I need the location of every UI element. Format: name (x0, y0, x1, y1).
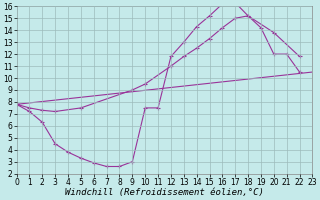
X-axis label: Windchill (Refroidissement éolien,°C): Windchill (Refroidissement éolien,°C) (65, 188, 264, 197)
